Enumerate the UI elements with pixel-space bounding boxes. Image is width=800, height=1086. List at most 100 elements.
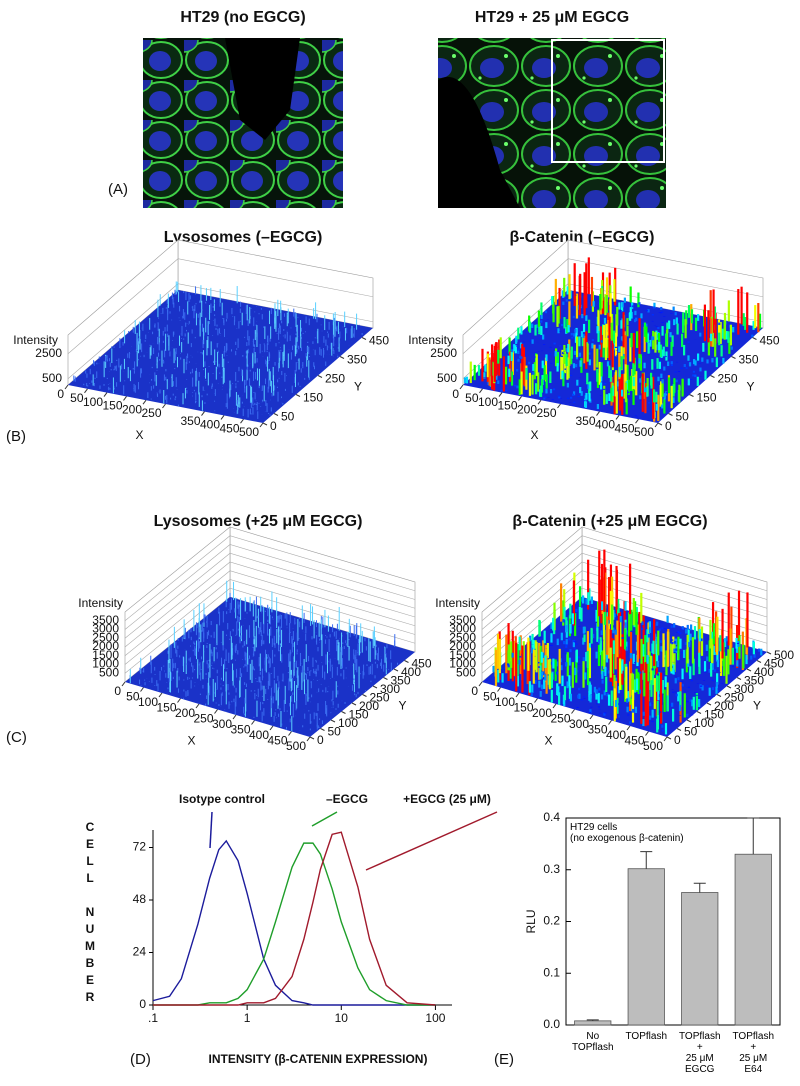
tick-mark [273, 413, 279, 416]
x-tick-label: No TOPflash [572, 1031, 614, 1053]
x-axis-label: X [545, 734, 553, 748]
y-tick-label: 450 [369, 334, 389, 348]
tick-mark [262, 422, 268, 426]
y-tick-label: 0.3 [543, 862, 560, 876]
x-tick-label: 100 [478, 395, 498, 409]
plot-title: β-Catenin (+25 μM EGCG) [512, 513, 707, 530]
z-axis-label: Intensity [78, 596, 123, 610]
grid-line [124, 587, 416, 674]
panel-label: (B) [6, 428, 26, 445]
inset-frame [551, 39, 665, 163]
tick-mark [635, 418, 639, 424]
tick-mark [552, 703, 557, 709]
bar [627, 868, 665, 1026]
y-tick-label: 150 [349, 708, 369, 722]
x-tick-label: 0 [114, 684, 121, 698]
tick-mark [716, 694, 722, 697]
plot-title: β-Catenin (–EGCG) [510, 229, 655, 246]
x-tick-label: TOPflash + 25 μM EGCG [679, 1031, 721, 1075]
x-tick-label: 200 [175, 706, 195, 720]
x-tick-label: 350 [180, 414, 200, 428]
y-tick-label: 250 [724, 691, 744, 705]
panel-label: (A) [108, 181, 128, 198]
x-tick-label: 250 [536, 406, 556, 420]
tick-mark [571, 709, 575, 714]
y-tick-label: 350 [347, 353, 367, 367]
error-bar [586, 1019, 599, 1021]
tick-mark [201, 411, 205, 416]
z-tick-label: 3000 [449, 622, 476, 636]
plot-title: Lysosomes (+25 μM EGCG) [154, 513, 363, 530]
y-axis-label: Y [747, 380, 755, 394]
tick-mark [731, 356, 736, 359]
x-tick-label: 150 [102, 399, 122, 413]
x-tick-label: 200 [532, 706, 552, 720]
bar [574, 1020, 612, 1026]
tick-mark [668, 413, 673, 416]
tick-mark [251, 720, 255, 725]
tick-mark [557, 403, 561, 409]
z-tick-label: 3500 [449, 613, 476, 627]
y-tick-label: 350 [744, 674, 764, 688]
tick-mark [756, 660, 762, 663]
grid-line [481, 570, 768, 656]
z-axis-label: Intensity [13, 333, 58, 347]
bar [681, 892, 719, 1026]
x-tick-label: 350 [575, 414, 595, 428]
tick-mark [259, 422, 264, 428]
y-tick-label: 300 [380, 682, 400, 696]
grid-line [67, 258, 374, 354]
x-tick-label: 100 [495, 695, 515, 709]
y-tick-label: 200 [359, 699, 379, 713]
x-tick-label: TOPflash [625, 1031, 668, 1042]
leader-line [209, 811, 213, 849]
x-tick-label: 450 [624, 734, 644, 748]
grid-line [462, 283, 764, 379]
tick-mark [240, 418, 244, 424]
y-tick-label: 250 [370, 691, 390, 705]
tick-mark [214, 709, 218, 714]
y-tick-label: 0 [665, 419, 672, 433]
tick-mark [537, 399, 542, 405]
tick-mark [232, 714, 237, 720]
x-tick-label: 100 [138, 695, 158, 709]
tick-mark [140, 687, 144, 692]
x-axis-label: X [531, 428, 539, 442]
tick-mark [220, 415, 225, 420]
x-tick-label: .1 [148, 1011, 158, 1025]
tick-mark [752, 337, 757, 340]
x-tick-label: 450 [267, 734, 287, 748]
x-tick-label: 400 [606, 728, 626, 742]
tick-mark [515, 692, 520, 698]
z-tick-label: 1500 [92, 648, 119, 662]
x-tick-label: 50 [70, 391, 84, 405]
x-tick-label: 50 [126, 690, 140, 704]
z-tick-label: 1500 [449, 648, 476, 662]
tick-mark [309, 736, 315, 740]
plot-title: Lysosomes (–EGCG) [164, 229, 323, 246]
surface-floor [68, 290, 373, 423]
y-tick-label: 400 [401, 665, 421, 679]
z-tick-label: 3500 [92, 613, 119, 627]
tick-mark [162, 403, 166, 409]
z-tick-label: 500 [99, 665, 119, 679]
tick-mark [295, 394, 301, 397]
y-tick-label: 350 [739, 353, 759, 367]
z-axis-label: Intensity [435, 596, 480, 610]
grid-line [124, 552, 416, 639]
error-bar [640, 851, 653, 869]
image-title: HT29 (no EGCG) [180, 9, 305, 26]
grid-line [124, 570, 416, 656]
y-axis-label: RLU [524, 909, 538, 933]
y-tick-label: 450 [412, 657, 432, 671]
tick-mark [518, 396, 522, 401]
x-tick-label: 400 [595, 418, 615, 432]
z-tick-label: 500 [42, 371, 62, 385]
tick-mark [746, 668, 752, 672]
y-tick-label: 0.2 [543, 914, 560, 928]
tick-mark [351, 702, 357, 706]
y-tick-label: 0 [270, 419, 277, 433]
grid-line [481, 544, 768, 630]
tick-mark [404, 660, 409, 663]
y-tick-label: 100 [694, 716, 714, 730]
